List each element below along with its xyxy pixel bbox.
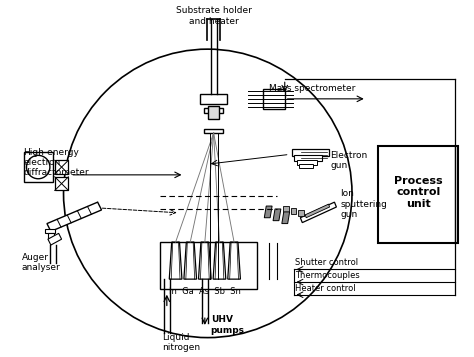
- Text: Process
control
unit: Process control unit: [394, 176, 443, 209]
- Bar: [208, 106, 219, 119]
- Bar: [55, 177, 68, 190]
- Text: Liquid
nitrogen: Liquid nitrogen: [162, 333, 200, 352]
- Polygon shape: [47, 202, 101, 231]
- Text: Mass spectrometer: Mass spectrometer: [269, 84, 356, 93]
- Text: High-energy
electron
diffractometer: High-energy electron diffractometer: [24, 147, 89, 177]
- Bar: [200, 94, 227, 104]
- Polygon shape: [228, 242, 240, 279]
- Bar: [264, 89, 285, 109]
- Polygon shape: [283, 206, 289, 212]
- Polygon shape: [301, 202, 337, 223]
- Bar: [204, 107, 223, 114]
- Bar: [45, 230, 55, 233]
- Bar: [24, 152, 53, 182]
- Polygon shape: [213, 242, 226, 279]
- Text: Electron
gun: Electron gun: [330, 151, 368, 170]
- Bar: [160, 242, 257, 289]
- Text: In  Ga  As  Sb  Sn: In Ga As Sb Sn: [169, 287, 241, 296]
- Text: Substrate holder
and heater: Substrate holder and heater: [176, 6, 252, 26]
- Bar: [204, 129, 223, 133]
- Text: Auger
analyser: Auger analyser: [22, 253, 60, 272]
- Bar: [300, 164, 313, 168]
- Text: Ion
sputtering
gun: Ion sputtering gun: [340, 189, 387, 219]
- Text: Thermocouples: Thermocouples: [295, 271, 360, 280]
- Polygon shape: [48, 233, 62, 245]
- Polygon shape: [291, 208, 296, 214]
- Polygon shape: [299, 210, 304, 216]
- Polygon shape: [305, 204, 329, 218]
- Text: Shutter control: Shutter control: [295, 258, 359, 267]
- Circle shape: [27, 155, 50, 179]
- Bar: [297, 160, 317, 165]
- Polygon shape: [273, 209, 281, 221]
- Polygon shape: [184, 242, 197, 279]
- Bar: [55, 160, 68, 174]
- Bar: [48, 233, 54, 239]
- Polygon shape: [169, 242, 182, 279]
- Polygon shape: [282, 212, 290, 223]
- Bar: [378, 146, 458, 243]
- Polygon shape: [199, 242, 211, 279]
- Text: UHV
pumps: UHV pumps: [210, 315, 245, 335]
- Text: Heater control: Heater control: [295, 284, 356, 293]
- Bar: [294, 155, 322, 161]
- Polygon shape: [264, 206, 272, 218]
- Bar: [292, 149, 328, 156]
